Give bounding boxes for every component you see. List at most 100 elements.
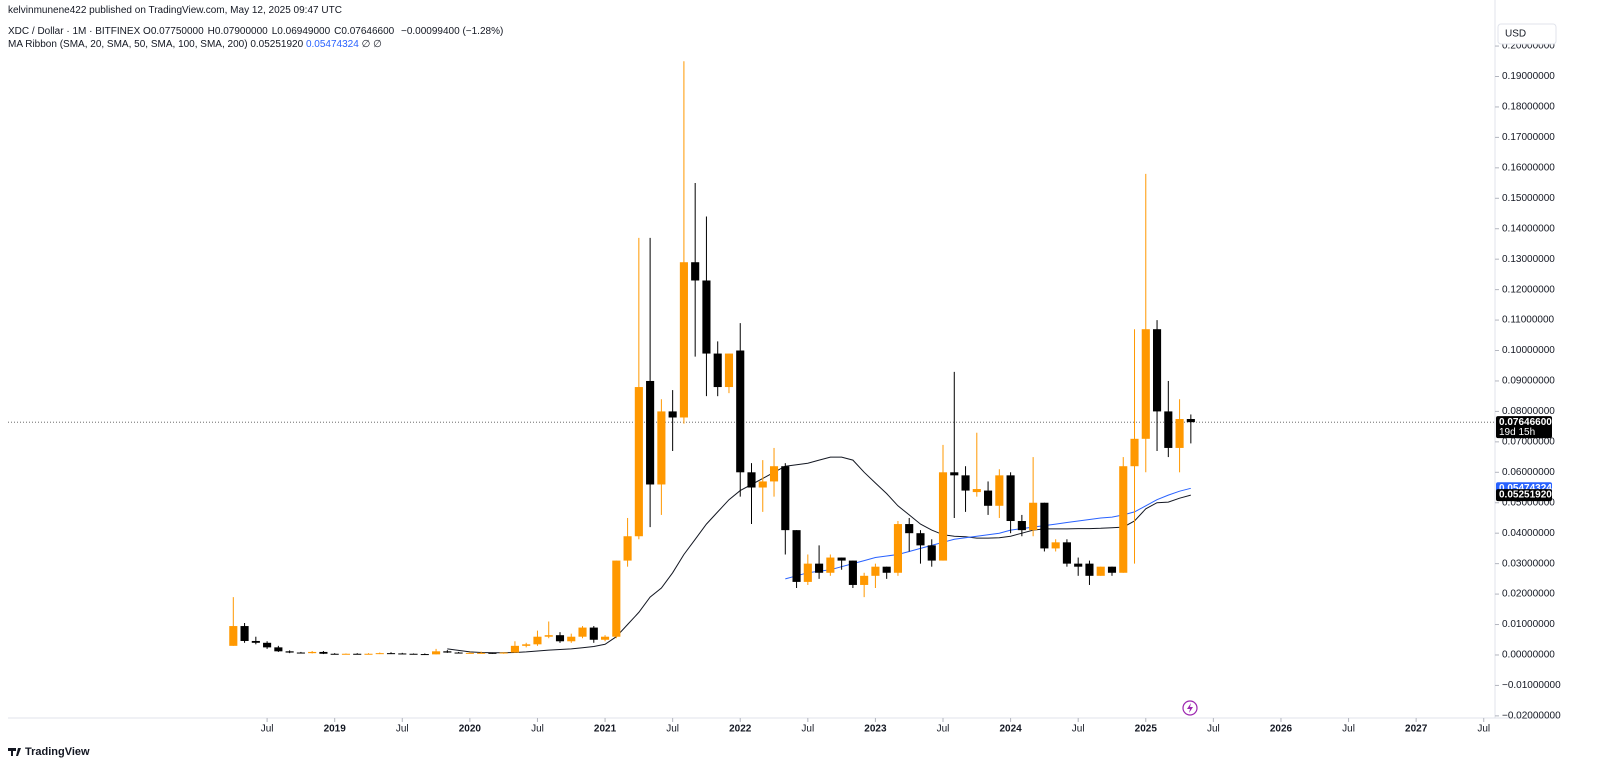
x-tick-label: 2027 <box>1405 724 1428 735</box>
symbol: XDC / Dollar · 1M · BITFINEX <box>8 26 141 37</box>
y-tick-label: 0.07000000 <box>1502 436 1555 447</box>
x-tick-label: Jul <box>1342 724 1355 735</box>
candle-body <box>296 652 305 654</box>
candle-body <box>1119 466 1128 573</box>
ohlc-text: 0.07646600 <box>341 26 395 37</box>
candle-body <box>882 566 891 573</box>
ma-tag: 0.05474324 <box>1499 483 1552 494</box>
candle-body <box>826 557 835 573</box>
x-tick-label: 2024 <box>999 724 1022 735</box>
x-tick-label: 2021 <box>594 724 617 735</box>
candle-body <box>1051 542 1060 549</box>
candle-body <box>330 653 339 655</box>
candle-body <box>578 627 587 637</box>
y-tick-label: 0.03000000 <box>1502 558 1555 569</box>
y-tick-label: −0.01000000 <box>1502 680 1561 691</box>
candle-body <box>488 652 497 654</box>
x-tick-label: Jul <box>666 724 679 735</box>
candle-body <box>353 653 362 655</box>
candle-body <box>1096 566 1105 576</box>
candle-body <box>454 652 463 654</box>
candle-body <box>1006 475 1015 522</box>
ohlc-text: 0.07750000 <box>150 26 204 37</box>
candle-body <box>1040 502 1049 549</box>
candle-body <box>950 472 959 476</box>
ohlc-key: H <box>207 26 215 37</box>
y-tick-label: 0.18000000 <box>1502 102 1555 113</box>
candle-body <box>679 262 688 418</box>
candle-body <box>409 653 418 655</box>
candle-body <box>386 653 396 655</box>
candle-body <box>792 530 801 582</box>
last-price-tag-bg <box>1496 416 1552 439</box>
candle-body <box>251 640 260 643</box>
candle-body <box>713 353 722 388</box>
x-tick-label: Jul <box>801 724 814 735</box>
symbol-legend: XDC / Dollar · 1M · BITFINEX O0.07750000… <box>8 26 503 37</box>
candle-body <box>724 353 734 388</box>
last-price-tag-countdown: 19d 15h <box>1499 427 1535 438</box>
candle-body <box>600 636 610 640</box>
candle-body <box>758 481 767 488</box>
candle-body <box>927 545 936 561</box>
candle-body <box>1062 542 1071 564</box>
brand-logo <box>8 748 21 756</box>
candle-body <box>871 566 880 576</box>
candle-body <box>420 654 429 656</box>
y-tick-label: 0.01000000 <box>1502 619 1555 630</box>
y-tick-label: 0.19000000 <box>1502 71 1555 82</box>
candle-body <box>916 533 925 546</box>
x-tick-label: Jul <box>396 724 409 735</box>
y-tick-label: 0.08000000 <box>1502 406 1555 417</box>
x-tick-label: Jul <box>937 724 950 735</box>
candle-body <box>1164 411 1173 448</box>
change: −0.00099400 (−1.28%) <box>401 26 504 37</box>
y-tick-label: −0.02000000 <box>1502 711 1561 722</box>
y-tick-label: 0.02000000 <box>1502 589 1555 600</box>
candle-body <box>263 642 272 648</box>
candle-body <box>477 652 486 654</box>
x-tick-label: 2026 <box>1270 724 1293 735</box>
ohlc-key: L <box>271 26 278 37</box>
candle-body <box>555 635 565 642</box>
candle-body <box>229 626 238 646</box>
event-icon-bolt <box>1187 703 1193 713</box>
candle-body <box>837 557 846 561</box>
candle-body <box>634 387 643 537</box>
candle-body <box>341 653 351 655</box>
y-tick-label: 0.12000000 <box>1502 284 1555 295</box>
candle-body <box>769 466 779 482</box>
y-tick-label: 0.16000000 <box>1502 162 1555 173</box>
candle-body <box>589 627 598 640</box>
candle-body <box>510 645 519 653</box>
ohlc: O0.07750000 H0.07900000 L0.06949000 C0.0764… <box>143 26 398 37</box>
candle-body <box>567 636 576 642</box>
candle-body <box>1029 502 1038 531</box>
x-tick-label: 2023 <box>864 724 887 735</box>
event-icon <box>1182 700 1198 716</box>
candle-body <box>522 644 531 646</box>
ma-tag-bg <box>1496 489 1552 502</box>
indicator-legend: MA Ribbon (SMA, 20, SMA, 50, SMA, 100, S… <box>8 39 382 50</box>
candle-body <box>984 490 993 506</box>
y-tick-label: 0.10000000 <box>1502 345 1555 356</box>
y-tick-label: 0.20000000 <box>1502 41 1555 52</box>
candle-body <box>781 466 790 531</box>
currency: USD <box>1505 29 1526 40</box>
candle-body <box>1107 566 1117 573</box>
candle-body <box>533 636 542 645</box>
candle-body <box>319 651 328 654</box>
ma-tag: 0.05251920 <box>1499 490 1552 501</box>
ma-value: 0.05474324 <box>305 39 359 50</box>
y-tick-label: 0.14000000 <box>1502 223 1555 234</box>
candle-body <box>1130 438 1139 467</box>
candle-body <box>308 651 317 654</box>
candle-body <box>285 651 294 653</box>
candle-body <box>398 653 407 655</box>
ohlc-text: 0.07900000 <box>214 26 268 37</box>
candle-body <box>1186 419 1195 423</box>
x-tick-label: 2019 <box>324 724 347 735</box>
candle-body <box>893 524 903 573</box>
